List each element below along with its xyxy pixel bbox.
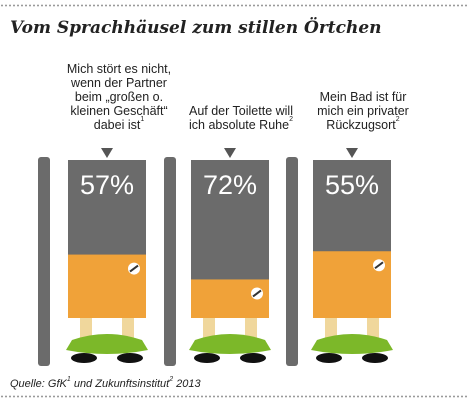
category-label-line: mich ein privater	[317, 104, 409, 118]
pants-around-ankles	[311, 334, 393, 354]
caption-pointer	[224, 148, 236, 158]
door-frame-post	[38, 157, 50, 366]
lock-slot	[374, 261, 384, 270]
shoe-left	[71, 353, 97, 363]
value-label: 72%	[203, 170, 257, 200]
category-label-line: Mich stört es nicht,	[66, 62, 172, 76]
category-label-line: dabei ist1	[93, 116, 145, 132]
shoe-right	[117, 353, 143, 363]
category-label-line: ich absolute Ruhe2	[189, 116, 293, 132]
top-dotted-rule	[0, 4, 468, 7]
leg-right	[122, 318, 134, 340]
lock-slot	[252, 289, 262, 298]
category-label-line: Auf der Toilette will	[189, 104, 293, 118]
source-note: Quelle: GfK1 und Zukunftsinstitut2 2013	[10, 376, 201, 390]
door-frame-post	[164, 157, 176, 366]
category-label-line: beim „großen o.	[74, 90, 164, 104]
shoe-right	[362, 353, 388, 363]
door-frame-post	[286, 157, 298, 366]
category-label-3: Mein Bad ist für mich ein privater Rückzug…	[300, 90, 426, 132]
value-bar	[313, 160, 391, 252]
pants-around-ankles	[66, 334, 148, 354]
value-bar	[68, 160, 146, 255]
leg-left	[203, 318, 215, 340]
category-label-1: Mich stört es nicht, wenn der Partner beim…	[56, 62, 182, 132]
value-label: 55%	[325, 170, 379, 200]
shoe-left	[316, 353, 342, 363]
value-label: 57%	[80, 170, 134, 200]
leg-left	[80, 318, 92, 340]
leg-left	[325, 318, 337, 340]
category-label-line: Mein Bad ist für	[319, 90, 407, 104]
category-label-line: kleinen Geschäft“	[70, 104, 168, 118]
shoe-right	[240, 353, 266, 363]
caption-pointer	[101, 148, 113, 158]
lock-slot	[129, 264, 139, 273]
value-bar	[191, 160, 269, 280]
shoe-left	[194, 353, 220, 363]
chart-title: Vom Sprachhäusel zum stillen Örtchen	[10, 18, 382, 38]
category-label-line: wenn der Partner	[71, 76, 167, 90]
pants-around-ankles	[189, 334, 271, 354]
category-label-2: Auf der Toilette will ich absolute Ruhe2	[178, 104, 304, 132]
leg-right	[367, 318, 379, 340]
leg-right	[245, 318, 257, 340]
bottom-dotted-rule	[0, 395, 468, 398]
caption-pointer	[346, 148, 358, 158]
category-label-line: Rückzugsort2	[326, 116, 400, 132]
